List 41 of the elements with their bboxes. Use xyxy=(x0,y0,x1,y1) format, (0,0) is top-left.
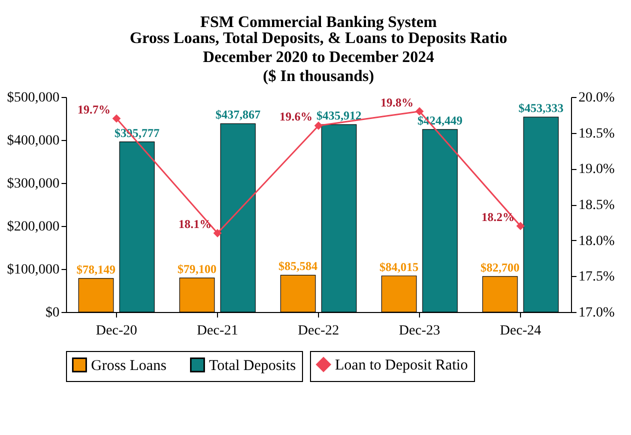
legend-label: Loan to Deposit Ratio xyxy=(335,358,468,374)
data-label: $82,700 xyxy=(480,260,520,274)
y2-tick-label: 19.5% xyxy=(578,126,615,142)
data-label: $437,867 xyxy=(215,108,260,122)
chart-title: FSM Commercial Banking System xyxy=(200,14,438,31)
legend-label: Total Deposits xyxy=(209,358,296,374)
x-tick-label: Dec-22 xyxy=(298,324,340,338)
x-tick-label: Dec-23 xyxy=(398,324,440,338)
y-tick-label: $400,000 xyxy=(7,134,60,148)
y-tick-label: $200,000 xyxy=(7,220,60,234)
y2-tick-label: 19.0% xyxy=(578,162,615,178)
data-label: $85,584 xyxy=(278,259,318,274)
y2-tick-label: 17.0% xyxy=(578,306,615,320)
x-tick-label: Dec-20 xyxy=(96,324,138,338)
y-tick-label: $100,000 xyxy=(7,262,60,278)
data-label: 19.7% xyxy=(78,102,110,116)
y2-tick-label: 20.0% xyxy=(578,90,615,106)
legend-label: Gross Loans xyxy=(91,358,167,374)
data-label: $84,015 xyxy=(380,260,419,274)
data-label: $453,333 xyxy=(518,101,564,116)
point xyxy=(112,114,121,123)
y-tick-label: $300,000 xyxy=(7,176,60,192)
y2-tick-label: 17.5% xyxy=(578,270,615,285)
data-label: 18.2% xyxy=(482,210,514,224)
data-label: 19.6% xyxy=(280,110,312,124)
y2-tick-label: 18.5% xyxy=(578,198,615,213)
point xyxy=(516,222,525,230)
x-tick-label: Dec-24 xyxy=(500,324,542,338)
y-tick-label: $0 xyxy=(46,306,60,320)
y2-tick-label: 18.0% xyxy=(578,234,615,249)
data-label: $79,100 xyxy=(178,262,217,276)
y-tick-label: $500,000 xyxy=(7,90,60,106)
chart-subtitle: Gross Loans, Total Deposits, & Loans to Deposits Ratio December 2020 to December 2024 ($ In thousands) xyxy=(130,30,508,85)
data-label: 19.8% xyxy=(380,95,414,110)
data-label: $78,149 xyxy=(76,262,116,276)
point xyxy=(415,107,424,116)
point xyxy=(213,228,222,238)
data-label: $435,912 xyxy=(316,108,362,123)
data-label: 18.1% xyxy=(178,217,212,232)
x-tick-label: Dec-21 xyxy=(196,324,238,338)
point xyxy=(314,121,323,130)
